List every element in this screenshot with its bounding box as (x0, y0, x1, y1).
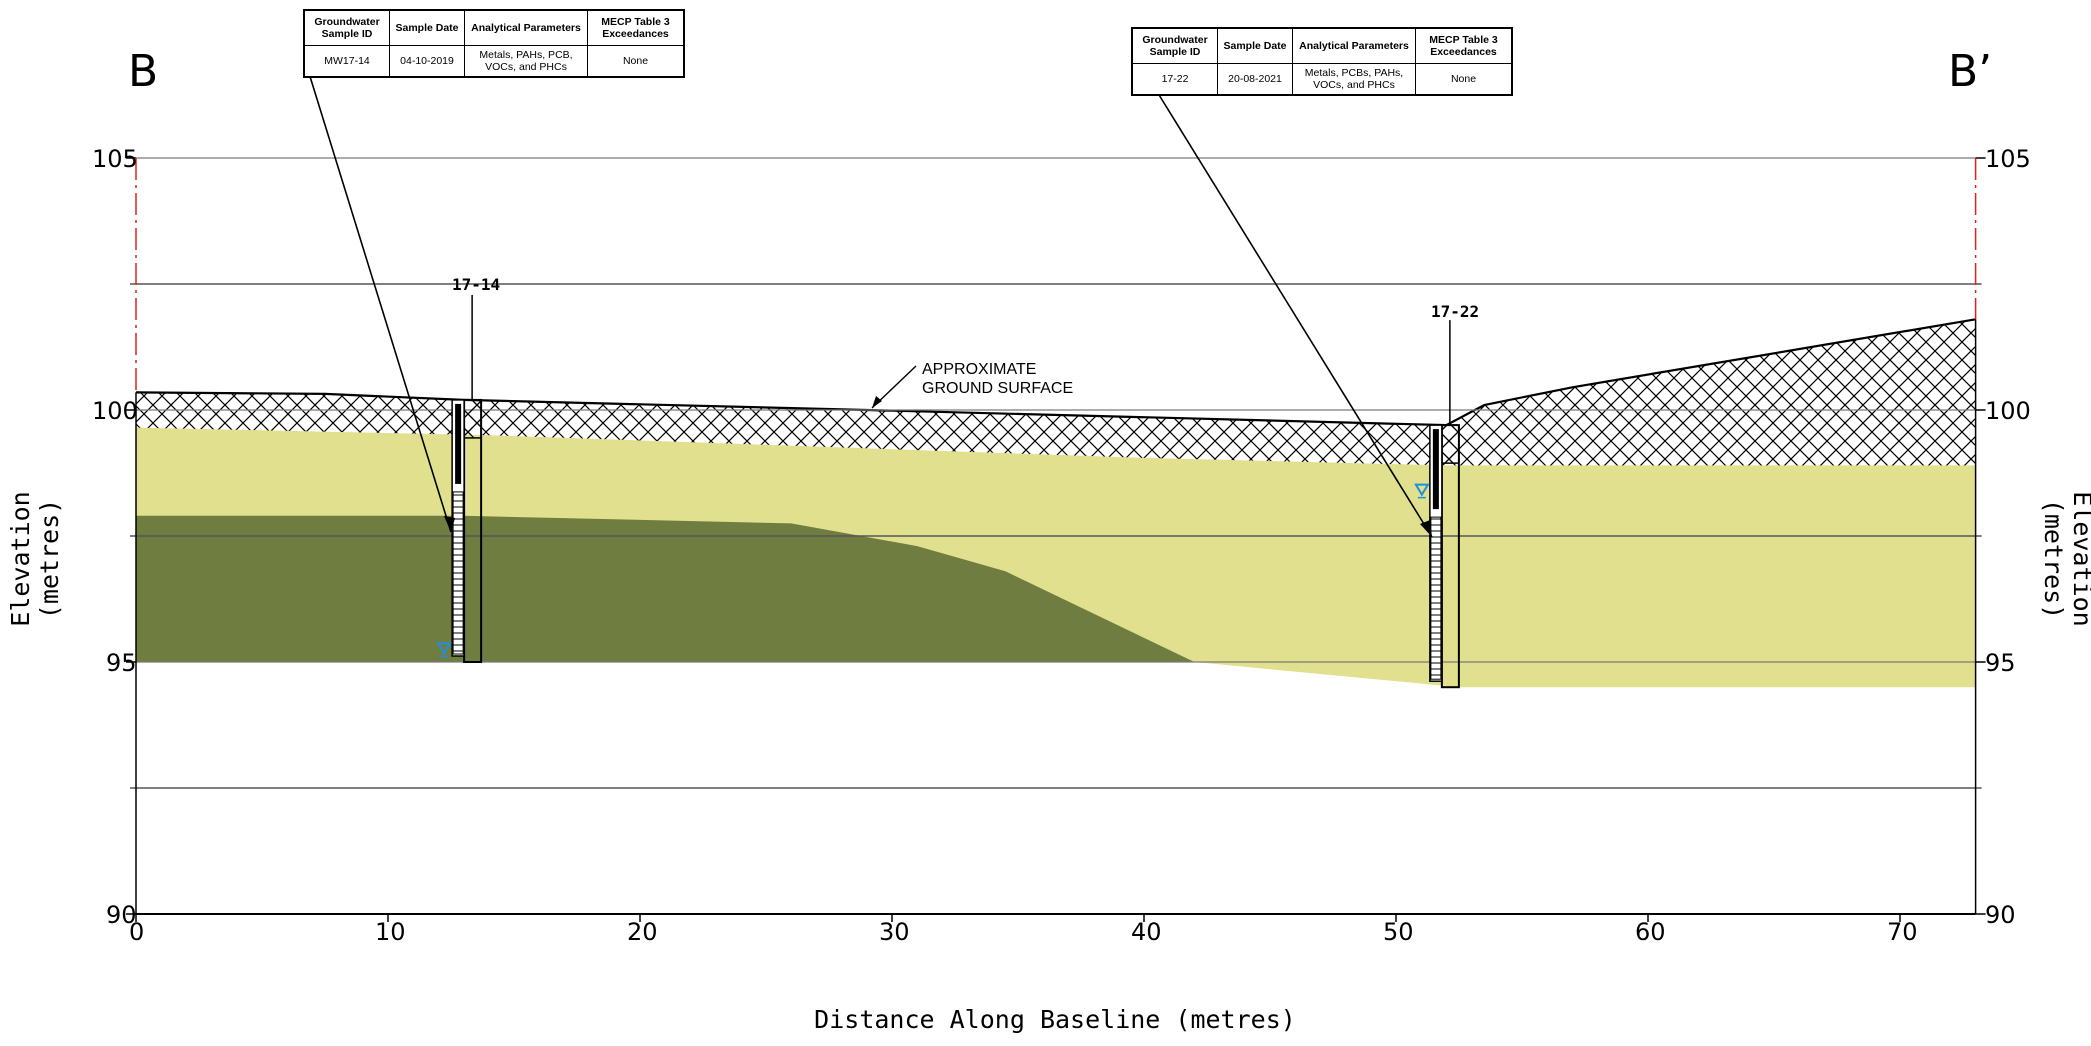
borehole-seal (1441, 424, 1460, 464)
table-header-row: Groundwater Sample ID Sample Date Analyt… (1131, 27, 1513, 64)
borehole-seal (463, 399, 482, 439)
ground-surface-annotation-line1: APPROXIMATE (922, 361, 1037, 378)
x-tick-10: 10 (375, 918, 406, 946)
table-row: MW17-14 04-10-2019 Metals, PAHs, PCB, VO… (303, 45, 685, 78)
cell-sample-date: 20-08-2021 (1217, 63, 1293, 96)
x-tick-0: 0 (129, 918, 145, 946)
y-tick-left-100: 100 (92, 397, 138, 425)
ground-surface-annotation: APPROXIMATE GROUND SURFACE (922, 360, 1073, 398)
well-screen (452, 491, 464, 655)
header-sample-id: Groundwater Sample ID (303, 9, 390, 46)
y-axis-title-right: Elevation (metres) (2039, 491, 2091, 627)
well-riser (1432, 429, 1439, 510)
x-tick-70: 70 (1887, 918, 1918, 946)
x-tick-20: 20 (627, 918, 658, 946)
leader-arrowhead (444, 516, 455, 532)
y-axis-title-left: Elevation (metres) (6, 491, 64, 627)
well-riser (455, 403, 462, 484)
section-end-label: B’ (1948, 46, 1993, 97)
table-row: 17-22 20-08-2021 Metals, PCBs, PAHs, VOC… (1131, 63, 1513, 96)
cell-sample-id: MW17-14 (303, 45, 390, 78)
cell-analytical-parameters: Metals, PAHs, PCB, VOCs, and PHCs (464, 45, 588, 78)
fill-layer-hatched (136, 319, 1976, 466)
water-level-icon (436, 642, 452, 656)
header-sample-date: Sample Date (389, 9, 465, 46)
well-screen (1430, 516, 1442, 680)
table-leader-mw17-14 (307, 69, 452, 533)
header-sample-date: Sample Date (1217, 27, 1293, 64)
x-tick-50: 50 (1383, 918, 1414, 946)
ground-surface-line (135, 318, 1976, 427)
y-tick-right-95: 95 (1985, 649, 2016, 677)
cell-sample-id: 17-22 (1131, 63, 1218, 96)
x-tick-60: 60 (1635, 918, 1666, 946)
cell-exceedances: None (1415, 63, 1513, 96)
ground-surface-annotation-line2: GROUND SURFACE (922, 380, 1074, 397)
cell-sample-date: 04-10-2019 (389, 45, 465, 78)
table-leader-17-22 (1155, 89, 1433, 538)
x-tick-40: 40 (1131, 918, 1162, 946)
x-axis-title: Distance Along Baseline (metres) (814, 1005, 1296, 1034)
header-analytical-parameters: Analytical Parameters (1292, 27, 1416, 64)
sample-table-mw17-14: Groundwater Sample ID Sample Date Analyt… (303, 9, 685, 78)
header-exceedances: MECP Table 3 Exceedances (587, 9, 685, 46)
y-tick-left-95: 95 (106, 649, 137, 677)
well-label-17-22: 17-22 (1431, 302, 1480, 321)
cell-analytical-parameters: Metals, PCBs, PAHs, VOCs, and PHCs (1292, 63, 1416, 96)
lower-soil-layer (136, 515, 1195, 662)
x-tick-30: 30 (879, 918, 910, 946)
y-tick-left-105: 105 (92, 145, 138, 173)
header-analytical-parameters: Analytical Parameters (464, 9, 588, 46)
section-start-label: B (128, 46, 159, 97)
y-tick-right-100: 100 (1985, 397, 2031, 425)
cell-exceedances: None (587, 45, 685, 78)
y-tick-left-90: 90 (106, 901, 137, 929)
header-sample-id: Groundwater Sample ID (1131, 27, 1218, 64)
well-label-17-14: 17-14 (452, 275, 501, 294)
leader-arrowhead (1420, 520, 1432, 537)
water-level-icon (1414, 483, 1430, 497)
leader-arrowhead (872, 396, 882, 408)
monitoring-well-17-22 (1414, 320, 1460, 689)
table-header-row: Groundwater Sample ID Sample Date Analyt… (303, 9, 685, 46)
sample-table-17-22: Groundwater Sample ID Sample Date Analyt… (1131, 27, 1513, 96)
y-tick-right-105: 105 (1985, 145, 2031, 173)
header-exceedances: MECP Table 3 Exceedances (1415, 27, 1513, 64)
y-tick-right-90: 90 (1985, 901, 2016, 929)
